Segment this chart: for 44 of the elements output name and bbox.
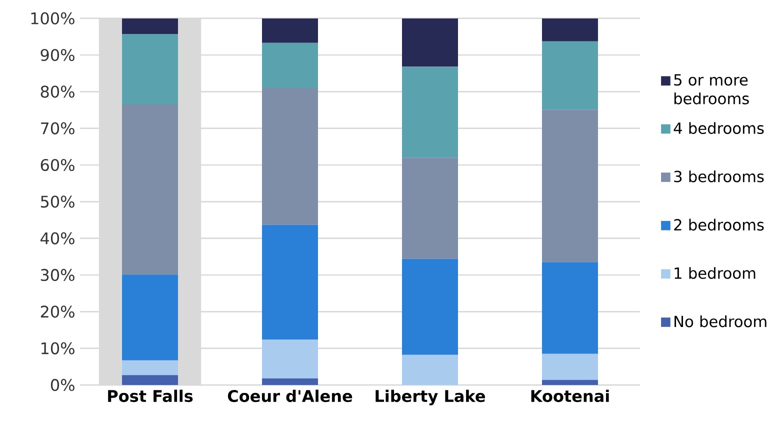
y-tick-label: 40%: [40, 232, 74, 244]
bar: [402, 258, 458, 355]
legend-label: 5 or more bedrooms: [674, 74, 749, 104]
bar: [542, 354, 598, 380]
y-tick-label: 60%: [40, 158, 74, 172]
legend-label: 4 bedrooms: [674, 122, 764, 134]
x-tick-label: Post Falls: [108, 390, 193, 402]
bar: [262, 88, 318, 225]
bar: [122, 360, 178, 376]
bar: [262, 42, 318, 88]
bar: [542, 110, 598, 262]
legend-label: No bedroom: [674, 315, 766, 328]
bar: [402, 354, 458, 385]
bar: [542, 18, 598, 42]
x-tick-label: Liberty Lake: [376, 390, 486, 406]
bar: [542, 380, 598, 385]
y-tick-label: 70%: [41, 122, 74, 134]
y-tick-label: 10%: [41, 342, 74, 354]
bar: [542, 41, 598, 110]
y-tick-label: 90%: [40, 48, 74, 62]
bar: [122, 104, 178, 275]
legend-label: 2 bedrooms: [674, 218, 764, 231]
bar: [402, 18, 458, 67]
y-tick-label: 80%: [40, 86, 74, 98]
y-tick-label: 20%: [40, 306, 74, 318]
legend-label: 3 bedrooms: [674, 170, 764, 182]
bar: [262, 378, 318, 385]
bar: [122, 375, 178, 385]
bar: [262, 18, 318, 43]
bar: [122, 18, 178, 34]
bar: [122, 34, 178, 104]
y-tick-label: 100%: [31, 12, 74, 24]
y-tick-label: 50%: [40, 196, 74, 208]
bar: [542, 262, 598, 354]
bar: [262, 340, 318, 378]
bar: [402, 158, 458, 259]
y-tick-label: 30%: [40, 268, 74, 282]
legend-label: 1 bedroom: [674, 267, 756, 279]
x-tick-label: Kootenai: [531, 390, 609, 402]
bar: [402, 66, 458, 158]
bar: [262, 224, 318, 340]
bar: [122, 274, 178, 360]
y-tick-label: 0%: [50, 378, 74, 392]
x-tick-label: Coeur d'Alene: [228, 390, 352, 402]
